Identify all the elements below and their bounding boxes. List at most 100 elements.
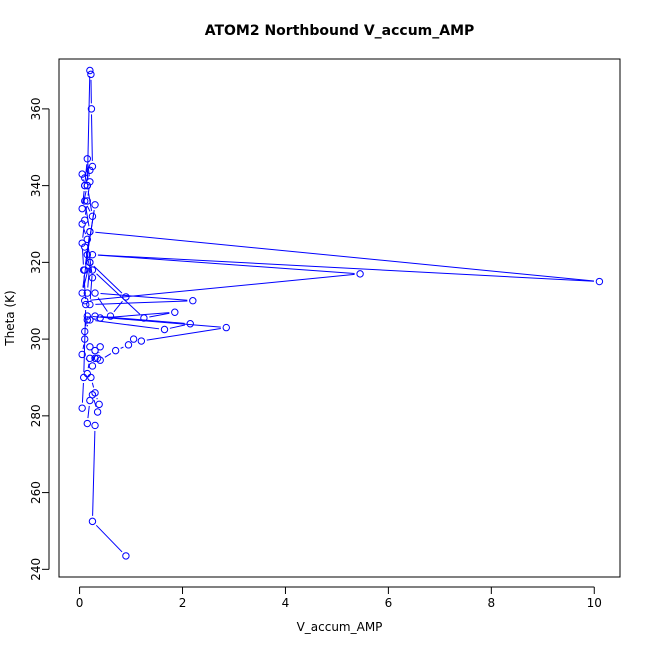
data-point [88,162,97,171]
series-line-segment [82,191,85,204]
data-point [88,266,97,274]
data-point [81,216,89,224]
data-point [91,312,99,320]
series-line-segment [87,164,90,177]
data-point [122,293,130,301]
plot-frame [58,58,621,578]
data-point [86,258,94,267]
y-axis-title: Theta (K) [3,290,17,346]
data-point [88,274,97,282]
data-point [171,308,179,316]
data-point [91,201,99,209]
data-point [86,343,94,351]
data-point [88,250,97,259]
data-point [80,373,88,382]
data-point [88,362,97,370]
data-point [81,181,89,190]
data-point [91,421,99,430]
series-line-segment [82,344,85,350]
data-point [86,354,94,362]
data-point [91,389,99,397]
data-point [356,270,364,278]
series-line-segment [84,206,88,215]
series-line-segment [92,355,95,361]
series-line-segment [95,320,160,330]
data-point [96,343,104,351]
chart-title: ATOM2 Northbound V_accum_AMP [205,23,475,39]
data-point [83,289,92,297]
data-point [83,419,92,428]
data-point [595,277,604,286]
data-point [88,517,97,526]
data-point [83,181,92,190]
data-point [96,356,104,364]
series-line-segment [87,363,90,369]
series-line-segment [149,312,170,318]
series-line-segment [87,405,90,419]
series-line-segment [97,254,594,282]
data-point [78,204,86,213]
series-line-segment [100,292,188,301]
data-point [111,346,120,355]
data-point [137,337,146,345]
data-point [140,314,148,322]
data-point [78,289,86,297]
series-line-segment [82,260,88,288]
series-line-segment [96,273,141,315]
data-point [87,105,96,113]
data-point [81,197,89,205]
series-line-segment [86,324,89,327]
series-line-segment [86,205,91,212]
data-point [78,239,86,247]
series-line-segment [105,312,170,319]
data-point [124,341,133,349]
x-tick-label: 4 [282,596,290,610]
series-line-segment [90,273,355,301]
data-point [222,323,230,332]
data-point [81,327,89,336]
data-point [91,354,99,362]
data-point [106,312,115,320]
series-line-segment [100,316,185,324]
x-axis: 0 2 4 6 8 10 [76,586,602,610]
series-line-segment [83,229,87,235]
data-point [91,346,99,355]
data-point [129,335,138,343]
data-point [83,197,92,205]
data-point [83,316,92,324]
data-point [78,220,86,228]
x-tick-label: 6 [385,596,393,610]
data-point [86,178,94,186]
data-point [88,212,97,221]
data-point [86,300,94,309]
series-line-segment [83,310,87,372]
series-line-segment [97,254,355,274]
series-line-segment [81,248,84,265]
series-line-segment [85,252,92,273]
data-point [86,66,94,75]
x-tick-label: 8 [488,596,496,610]
data-point [160,325,169,334]
data-point [81,243,89,251]
y-tick-label: 320 [29,251,43,274]
data-point [78,170,86,178]
series-line-segment [87,210,95,250]
data-point [80,266,88,274]
series-line-segment [92,316,221,328]
data-point [83,155,92,163]
series-line-segment [95,231,594,282]
series-line-segment [113,300,123,313]
series-line-segment [95,300,188,305]
series-line-segment [81,382,84,403]
x-tick-label: 0 [76,596,84,610]
series-line-segment [85,321,87,327]
data-point [83,250,92,259]
series-line-segment [95,524,123,553]
x-tick-label: 10 [587,596,602,610]
data-point [86,166,94,174]
data-point [83,235,92,244]
series-line-segment [89,275,93,300]
y-axis: 240 260 280 300 320 340 360 [29,97,50,581]
x-tick-label: 2 [179,596,187,610]
